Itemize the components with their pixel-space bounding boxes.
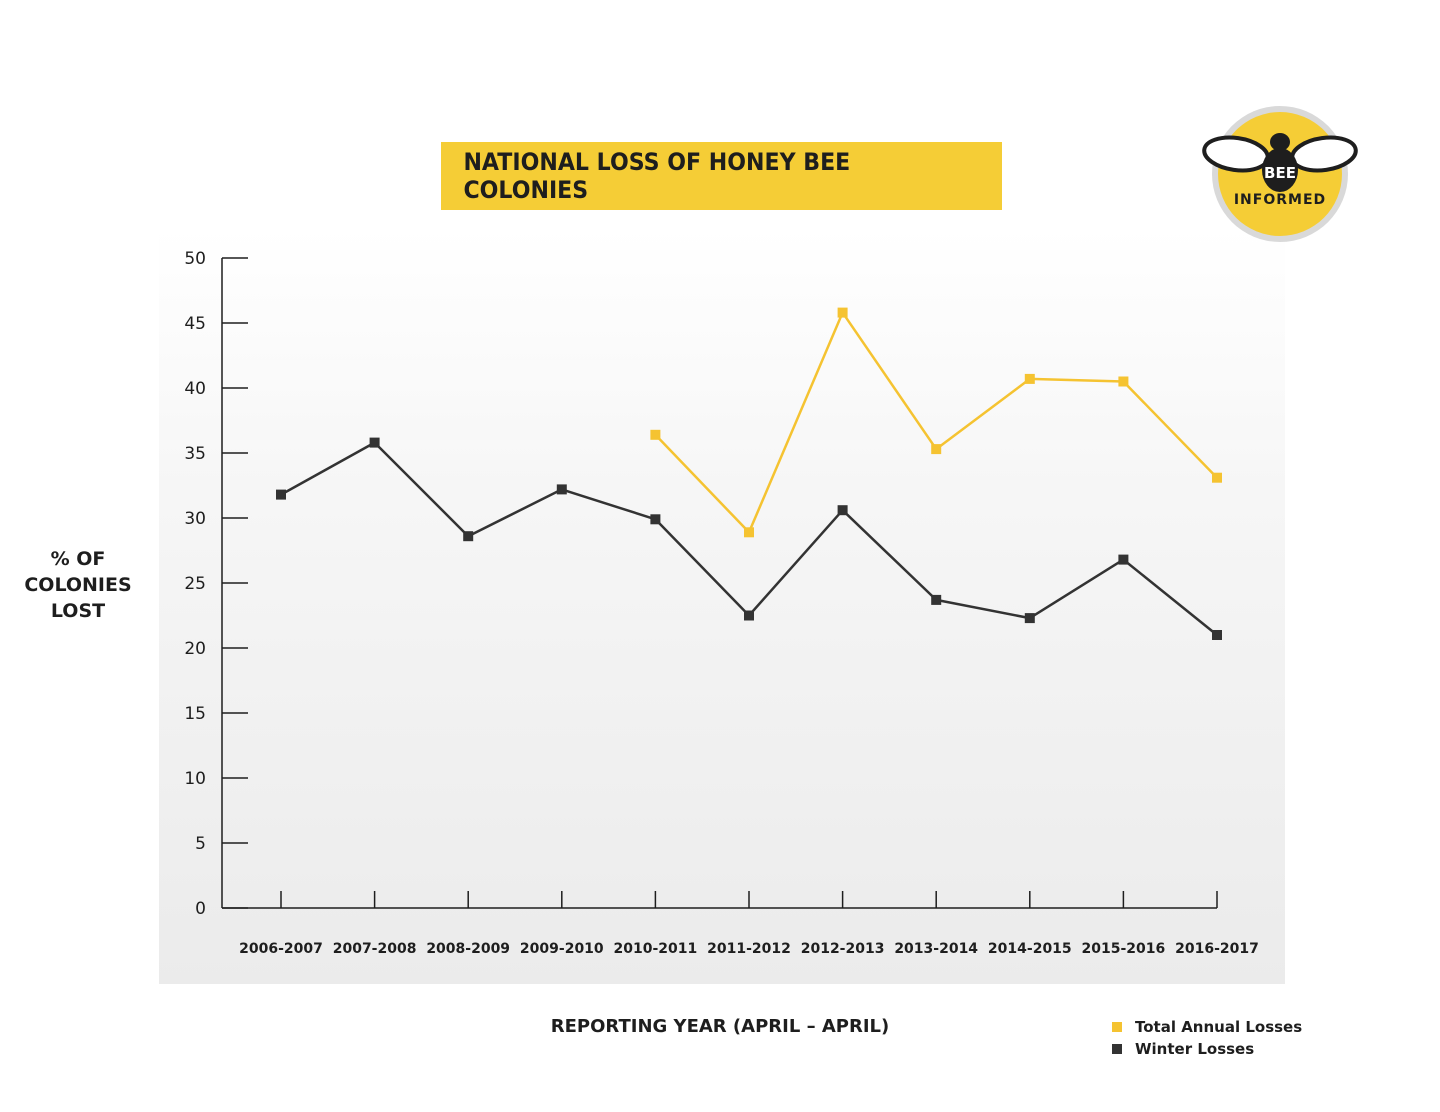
data-point-winter-losses	[744, 610, 754, 621]
y-tick-label: 10	[184, 769, 206, 789]
legend-item-total: Total Annual Losses	[1112, 1016, 1302, 1038]
series-line-winter-losses	[280, 441, 1218, 636]
y-tick-label: 45	[184, 314, 206, 334]
x-tick-label: 2012-2013	[801, 941, 885, 957]
y-axis-label-line: LOST	[50, 600, 106, 622]
data-point-winter-losses	[837, 505, 848, 516]
legend-swatch-total	[1112, 1022, 1122, 1032]
y-axis-label-line: % OF	[50, 548, 106, 570]
x-tick-label: 2010-2011	[614, 941, 698, 957]
chart-title: NATIONAL LOSS OF HONEY BEE COLONIES	[463, 148, 851, 204]
chart-title-box: NATIONAL LOSS OF HONEY BEE COLONIES	[441, 142, 1002, 210]
data-point-total-annual-losses	[837, 307, 848, 318]
y-axis-label: % OF COLONIES LOST	[18, 546, 138, 624]
y-axis-label-line: COLONIES	[24, 574, 132, 596]
data-point-total-annual-losses	[744, 527, 754, 538]
y-tick-label: 15	[184, 704, 206, 724]
legend-swatch-winter	[1112, 1044, 1122, 1054]
x-tick-label: 2009-2010	[520, 941, 604, 957]
plot-area	[159, 228, 1285, 984]
bee-informed-logo: BEE INFORMED	[1202, 106, 1358, 242]
data-point-winter-losses	[556, 484, 567, 495]
x-tick-label: 2014-2015	[988, 941, 1072, 957]
x-tick-label: 2011-2012	[707, 941, 791, 957]
data-point-total-annual-losses	[931, 444, 942, 455]
y-tick-label: 50	[184, 249, 206, 269]
data-point-total-annual-losses	[1212, 472, 1222, 483]
x-tick-label: 2013-2014	[894, 941, 978, 957]
data-point-total-annual-losses	[1024, 373, 1035, 384]
data-point-winter-losses	[463, 531, 474, 542]
legend: Total Annual Losses Winter Losses	[1112, 1016, 1302, 1060]
x-tick-label: 2008-2009	[426, 941, 510, 957]
legend-item-winter: Winter Losses	[1112, 1038, 1302, 1060]
svg-text:BEE: BEE	[1264, 164, 1296, 182]
data-point-total-annual-losses	[650, 429, 661, 440]
y-tick-label: 40	[184, 379, 206, 399]
data-point-winter-losses	[650, 514, 661, 525]
data-point-winter-losses	[1024, 613, 1035, 624]
legend-label-total: Total Annual Losses	[1135, 1018, 1303, 1036]
svg-text:INFORMED: INFORMED	[1234, 192, 1326, 208]
data-point-winter-losses	[276, 489, 286, 500]
y-tick-label: 30	[184, 509, 206, 529]
data-point-winter-losses	[931, 594, 942, 605]
data-point-winter-losses	[1212, 630, 1222, 640]
data-point-total-annual-losses	[1118, 376, 1129, 387]
y-tick-label: 25	[184, 574, 206, 594]
legend-label-winter: Winter Losses	[1135, 1040, 1255, 1058]
y-tick-label: 5	[195, 834, 206, 854]
x-tick-label: 2015-2016	[1082, 941, 1166, 957]
y-tick-label: 0	[195, 899, 206, 919]
x-axis-label: REPORTING YEAR (APRIL – APRIL)	[550, 1016, 890, 1037]
x-tick-label: 2006-2007	[239, 941, 323, 957]
data-point-winter-losses	[369, 437, 380, 448]
y-tick-label: 20	[184, 639, 206, 659]
x-tick-label: 2007-2008	[333, 941, 417, 957]
x-tick-label: 2016-2017	[1175, 941, 1259, 957]
series-line-total-annual-losses	[654, 311, 1218, 534]
data-point-winter-losses	[1118, 554, 1129, 565]
y-tick-label: 35	[184, 444, 206, 464]
